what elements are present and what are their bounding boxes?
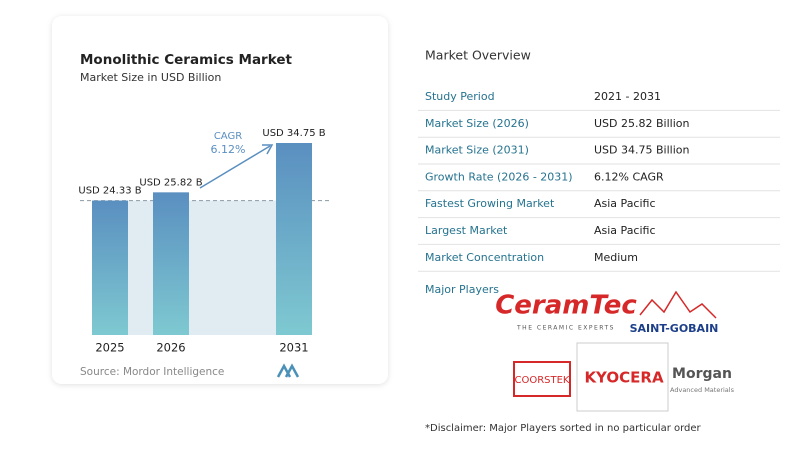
bars: USD 24.33 B 2025 USD 25.82 B 2026 USD 34.75 … [78,128,330,355]
cagr-label: CAGR [214,131,242,142]
cagr-value: 6.12% [211,143,246,156]
saint-gobain-mark [639,290,717,319]
row-value: USD 34.75 Billion [594,144,689,157]
coorstek-box [513,361,571,397]
logo-coorstek: COORSTEK [514,375,569,386]
disclaimer: *Disclaimer: Major Players sorted in no … [425,423,702,434]
overview-title: Market Overview [425,48,531,63]
baseline-band [92,200,312,335]
row-value: 2021 - 2031 [594,90,661,103]
overview-table: Study Period 2021 - 2031 Market Size (2026… [418,90,780,272]
kyocera-box [576,342,669,412]
value-label: USD 34.75 B [262,128,325,139]
row-value: 6.12% CAGR [594,170,664,183]
x-tick-label: 2026 [156,341,185,355]
bar [153,192,189,335]
logo-morgan: Morgan [672,366,732,382]
logo-kyocera: KYOCERA [584,369,664,387]
cagr-arrow [199,145,271,189]
row-label: Market Concentration [425,251,544,264]
arrow-head [262,144,274,155]
players-label: Major Players [425,283,499,296]
x-tick-label: 2031 [279,341,308,355]
source: Source: Mordor Intelligence [80,366,224,378]
row-value: Asia Pacific [594,197,656,210]
bar [276,143,312,335]
value-label: USD 24.33 B [78,186,141,197]
brand-icon [276,363,300,378]
row-label: Largest Market [425,224,508,237]
logo-morgan-tag: Advanced Materials [670,386,735,394]
chart-subtitle: Market Size in USD Billion [80,71,221,84]
row-value: Medium [594,251,638,264]
logo-ceramtec: CeramTec [495,291,637,321]
row-label: Market Size (2031) [425,144,529,157]
row-label: Study Period [425,90,495,103]
logo-saint-gobain: SAINT-GOBAIN [630,322,719,335]
row-value: USD 25.82 Billion [594,117,689,130]
row-label: Fastest Growing Market [425,197,555,210]
bar [92,200,128,335]
x-tick-label: 2025 [95,341,124,355]
chart-title: Monolithic Ceramics Market [80,52,292,68]
row-value: Asia Pacific [594,224,656,237]
row-label: Market Size (2026) [425,117,529,130]
logo-ceramtec-tag: THE CERAMIC EXPERTS [516,325,615,332]
value-label: USD 25.82 B [139,177,202,188]
row-label: Growth Rate (2026 - 2031) [425,170,573,183]
